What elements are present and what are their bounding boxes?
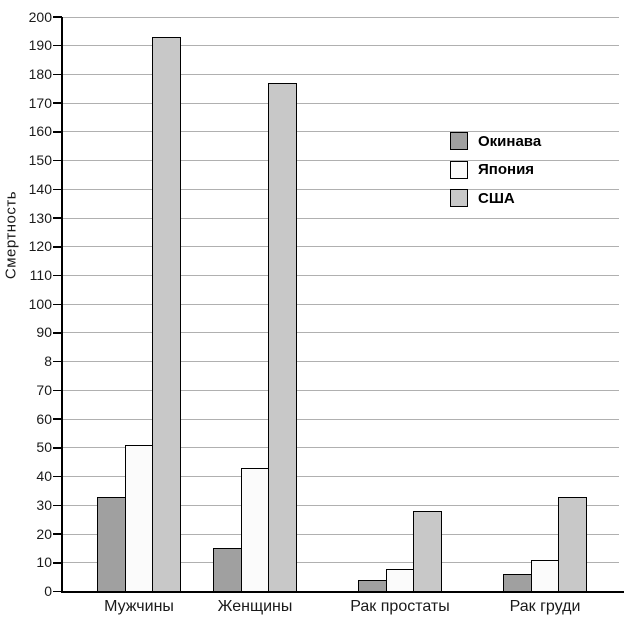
y-axis-tick (53, 360, 62, 363)
x-axis-line (60, 590, 624, 593)
y-axis-tick (53, 274, 62, 277)
y-axis-tick-label: 200 (28, 8, 52, 25)
legend-swatch-japan (450, 160, 468, 179)
y-axis-tick (53, 16, 62, 18)
y-axis-title: Смертность (2, 190, 20, 280)
y-axis-tick-label: 150 (28, 152, 52, 169)
y-axis-tick (53, 332, 62, 334)
gridline (61, 303, 619, 305)
y-axis-line (60, 17, 63, 593)
bar-usa-women (268, 83, 297, 593)
y-axis-tick (53, 562, 62, 564)
y-axis-tick (53, 504, 62, 507)
gridline (61, 418, 619, 420)
y-axis-tick (53, 131, 62, 133)
y-axis-tick (53, 102, 62, 104)
bar-japan-prostate-cancer (385, 568, 415, 593)
legend-label-usa: США (478, 189, 515, 207)
gridline (61, 217, 619, 219)
y-axis-tick-label: 90 (36, 324, 52, 341)
y-axis-tick-label: 140 (28, 180, 52, 197)
x-axis-category-label-women: Женщины (217, 598, 293, 615)
bar-okinawa-women (213, 548, 242, 593)
gridline (61, 447, 619, 449)
legend-item-usa: США (450, 189, 515, 208)
gridline (61, 562, 619, 564)
y-axis-tick (53, 389, 62, 392)
y-axis-tick-label: 0 (44, 583, 52, 599)
y-axis-tick-label: 180 (28, 65, 52, 82)
y-axis-tick (53, 447, 62, 449)
y-axis-tick (53, 73, 62, 76)
x-axis-category-label-prostate-cancer: Рак простаты (350, 598, 450, 615)
y-axis-tick-label: 50 (36, 439, 52, 456)
gridline (61, 102, 619, 104)
y-axis-tick (53, 533, 62, 535)
bar-usa-men (152, 37, 181, 593)
legend-item-okinawa: Окинава (450, 132, 541, 150)
y-axis-tick-label: 120 (28, 238, 52, 255)
gridline (61, 188, 619, 190)
gridline (61, 504, 619, 506)
y-axis-tick (53, 246, 62, 248)
gridline (61, 131, 619, 133)
gridline (61, 361, 619, 363)
gridline (61, 332, 619, 334)
y-axis-tick (53, 159, 62, 162)
y-axis-tick-label: 10 (36, 554, 52, 571)
bar-usa-breast-cancer (558, 496, 587, 593)
x-axis-category-label-breast-cancer: Рак груди (509, 598, 581, 615)
gridline (61, 160, 619, 162)
bar-japan-men (124, 445, 154, 593)
legend-label-japan: Япония (478, 161, 535, 179)
y-axis-tick-label: 40 (36, 468, 52, 485)
y-axis-tick-label: 20 (36, 525, 52, 542)
bar-japan-breast-cancer (530, 559, 560, 593)
gridline (61, 246, 619, 248)
y-axis-tick-label: 30 (36, 496, 52, 513)
legend-swatch-usa (450, 189, 468, 208)
y-axis-tick (53, 217, 62, 219)
gridline (61, 45, 619, 47)
y-axis-tick-label: 170 (28, 94, 52, 111)
gridline (61, 476, 619, 478)
legend-item-japan: Япония (450, 160, 535, 179)
bar-usa-prostate-cancer (413, 511, 442, 593)
gridline (61, 389, 619, 391)
y-axis-tick-label: 130 (28, 209, 52, 226)
bar-japan-women (240, 467, 270, 593)
gridline (61, 16, 619, 18)
y-axis-tick (53, 303, 62, 305)
y-axis-tick (53, 44, 62, 47)
gridline (61, 73, 619, 75)
bar-okinawa-men (97, 496, 126, 593)
y-axis-tick-label: 8 (44, 353, 52, 370)
y-axis-tick (53, 188, 62, 191)
y-axis-tick-label: 60 (36, 410, 52, 427)
legend-label-okinawa: Окинава (478, 132, 542, 150)
y-axis-tick-label: 70 (36, 381, 52, 398)
x-axis-category-label-men: Мужчины (104, 598, 174, 615)
y-axis-tick-label: 110 (29, 267, 52, 284)
y-axis-tick-label: 160 (28, 123, 52, 140)
gridline (61, 275, 619, 277)
y-axis-tick (53, 418, 62, 420)
y-axis-tick-label: 190 (28, 37, 52, 54)
y-axis-tick (53, 590, 62, 593)
y-axis-tick (53, 475, 62, 478)
legend-swatch-okinawa (450, 132, 468, 150)
gridline (61, 533, 619, 535)
y-axis-tick-label: 100 (28, 295, 52, 312)
